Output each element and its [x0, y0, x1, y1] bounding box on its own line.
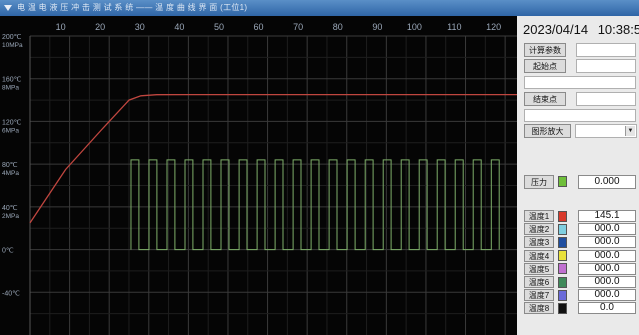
temp-label-1: 温度1 [524, 210, 554, 222]
zoom-button[interactable]: 图形放大 [524, 124, 571, 138]
x-tick-label: 80 [333, 22, 343, 32]
temp-color-swatch-5 [558, 263, 567, 275]
temp-value-6: 000.0 [578, 276, 636, 288]
temp-value-1: 145.1 [578, 210, 636, 222]
temp-color-swatch-7 [558, 289, 567, 301]
x-tick-label: 40 [174, 22, 184, 32]
chart-svg: 10 20 30 40 50 60 70 80 90 100 110 120 200℃ 160℃ 120℃ 8… [2, 22, 517, 335]
temp-value-5: 000.0 [578, 262, 636, 275]
temp-label-2: 温度2 [524, 223, 554, 236]
temp-tick-label: 160℃ [2, 77, 22, 84]
temp-color-swatch-4 [558, 250, 567, 262]
temp-tick-label: 200℃ [2, 34, 22, 41]
x-tick-label: 110 [447, 22, 461, 32]
pressure-tick-label: 8MPa [2, 85, 19, 92]
temp-color-swatch-2 [558, 223, 567, 235]
temperature-chart: 10 20 30 40 50 60 70 80 90 100 110 120 200℃ 160℃ 120℃ 8… [0, 16, 517, 335]
temp-value-4: 000.0 [578, 249, 636, 262]
start-point-button[interactable]: 起始点 [524, 59, 566, 73]
temp-color-swatch-8 [558, 302, 567, 314]
pressure-series-line [130, 159, 500, 251]
time-text: 10:38:54 [597, 22, 639, 37]
x-tick-label: 60 [254, 22, 264, 32]
pressure-value: 0.000 [578, 175, 636, 189]
pressure-color-swatch [558, 176, 567, 187]
pressure-tick-label: 10MPa [2, 42, 23, 49]
x-tick-label: 70 [293, 22, 303, 32]
datetime-display: 2023/04/14 10:38:54 [523, 22, 639, 37]
date-text: 2023/04/14 [523, 22, 589, 37]
temp-color-swatch-1 [558, 210, 567, 222]
app-icon [4, 5, 12, 11]
x-tick-label: 30 [135, 22, 145, 32]
temp-color-swatch-3 [558, 236, 567, 248]
temp-tick-label: 0℃ [2, 248, 14, 255]
temp-value-8: 0.0 [578, 302, 636, 315]
temp-value-7: 000.0 [578, 289, 636, 302]
x-tick-label: 20 [95, 22, 105, 32]
temp-label-8: 温度8 [524, 302, 554, 315]
window-title: 电 温 电 液 压 冲 击 测 试 系 统 —— 温 度 曲 线 界 面 (工位… [17, 3, 248, 12]
temp-tick-label: 80℃ [2, 162, 18, 169]
end-point-field[interactable] [576, 92, 636, 106]
temp-label-6: 温度6 [524, 276, 554, 288]
x-tick-label: 90 [372, 22, 382, 32]
temp-label-4: 温度4 [524, 249, 554, 262]
empty-field-1[interactable] [524, 76, 636, 89]
chevron-down-icon[interactable]: ▼ [625, 126, 635, 136]
title-bar: 电 温 电 液 压 冲 击 测 试 系 统 —— 温 度 曲 线 界 面 (工位… [0, 0, 639, 16]
zoom-select[interactable]: ▼ [575, 124, 637, 138]
x-tick-label: 120 [486, 22, 501, 32]
temp-tick-label: 40℃ [2, 205, 18, 212]
temp-color-swatch-6 [558, 276, 567, 288]
x-tick-label: 50 [214, 22, 224, 32]
calc-params-button[interactable]: 计算参数 [524, 43, 566, 57]
empty-field-2[interactable] [524, 109, 636, 122]
temp-value-3: 000.0 [578, 236, 636, 249]
temp-label-7: 温度7 [524, 289, 554, 302]
temperature-series-line [29, 93, 517, 224]
temp-label-3: 温度3 [524, 236, 554, 249]
pressure-tick-label: 4MPa [2, 170, 19, 177]
pressure-label: 压力 [524, 175, 554, 189]
temp-tick-label: -40℃ [2, 290, 20, 297]
end-point-button[interactable]: 结束点 [524, 92, 566, 106]
temp-label-5: 温度5 [524, 262, 554, 275]
x-tick-label: 100 [407, 22, 422, 32]
temp-tick-label: 120℃ [2, 119, 22, 126]
calc-params-field[interactable] [576, 43, 636, 57]
temp-value-2: 000.0 [578, 223, 636, 236]
x-tick-label: 10 [56, 22, 66, 32]
start-point-field[interactable] [576, 59, 636, 73]
pressure-tick-label: 6MPa [2, 127, 19, 134]
pressure-tick-label: 2MPa [2, 213, 19, 220]
